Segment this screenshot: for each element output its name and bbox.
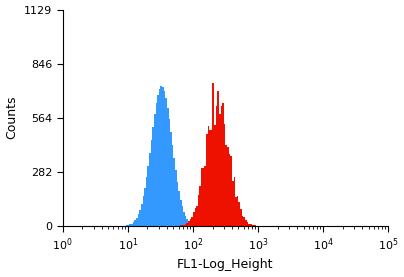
X-axis label: FL1-Log_Height: FL1-Log_Height bbox=[177, 258, 274, 271]
Y-axis label: Counts: Counts bbox=[6, 96, 19, 139]
